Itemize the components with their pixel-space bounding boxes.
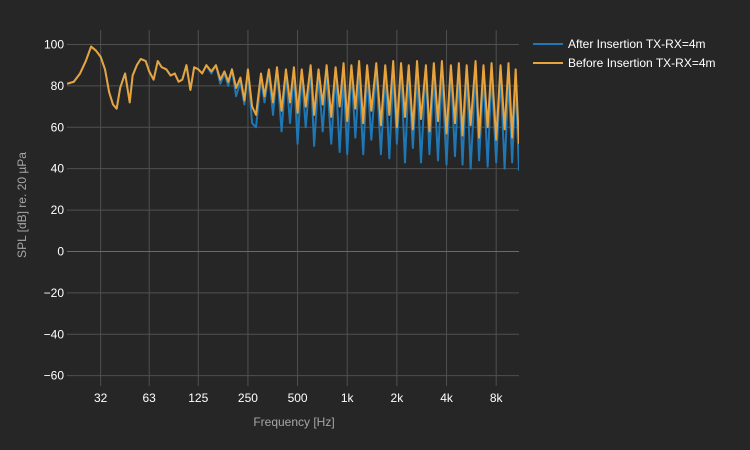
legend-label: After Insertion TX-RX=4m — [568, 37, 706, 51]
x-tick-label: 63 — [143, 391, 157, 405]
y-tick-label: 100 — [44, 37, 64, 51]
series-layer — [67, 45, 519, 171]
y-axis-title: SPL [dB] re. 20 µPa — [15, 152, 29, 258]
y-tick-label: 0 — [57, 244, 64, 258]
x-axis-title: Frequency [Hz] — [253, 415, 334, 429]
series-line-before-insertion — [67, 45, 519, 144]
legend-label: Before Insertion TX-RX=4m — [568, 56, 716, 70]
y-tick-label: 60 — [51, 120, 65, 134]
x-tick-label: 4k — [440, 391, 454, 405]
y-tick-label: −40 — [44, 327, 65, 341]
x-tick-label: 250 — [238, 391, 258, 405]
x-tick-label: 125 — [188, 391, 208, 405]
legend: After Insertion TX-RX=4m Before Insertion… — [533, 37, 716, 70]
y-tick-label: 80 — [51, 79, 65, 93]
x-tick-label: 2k — [391, 391, 405, 405]
y-tick-labels: −60 −40 −20 0 20 40 60 80 100 — [44, 37, 65, 382]
x-tick-labels: 32 63 125 250 500 1k 2k 4k 8k — [94, 391, 504, 405]
x-tick-label: 500 — [288, 391, 308, 405]
x-tick-label: 1k — [341, 391, 355, 405]
y-tick-label: −20 — [44, 286, 65, 300]
y-tick-label: −60 — [44, 369, 65, 383]
x-tick-label: 32 — [94, 391, 108, 405]
y-tick-label: 20 — [51, 203, 65, 217]
y-tick-label: 40 — [51, 162, 65, 176]
x-tick-label: 8k — [490, 391, 504, 405]
